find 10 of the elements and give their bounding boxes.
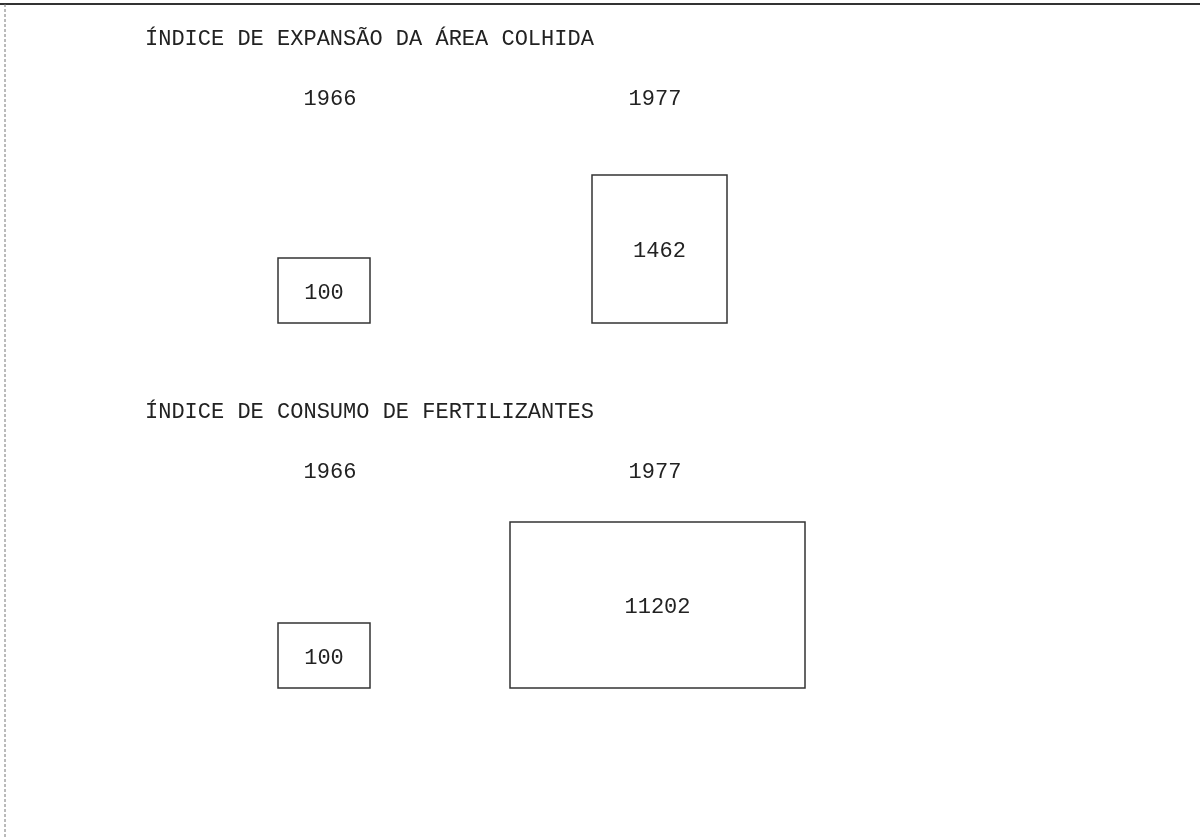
data-label: 100 — [304, 280, 344, 306]
category-label: 1977 — [628, 87, 682, 112]
category-label: 1966 — [303, 87, 357, 112]
text: ÍNDICE DE EXPANSÃO DA ÁREA COLHIDA — [145, 26, 595, 52]
text: ÍNDICE DE CONSUMO DE FERTILIZANTES — [145, 399, 594, 425]
category-label: 1966 — [303, 460, 357, 485]
data-label: 1462 — [633, 239, 686, 264]
category-label: 1977 — [628, 460, 682, 485]
data-label: 100 — [304, 645, 344, 671]
data-label: 11202 — [624, 595, 691, 620]
